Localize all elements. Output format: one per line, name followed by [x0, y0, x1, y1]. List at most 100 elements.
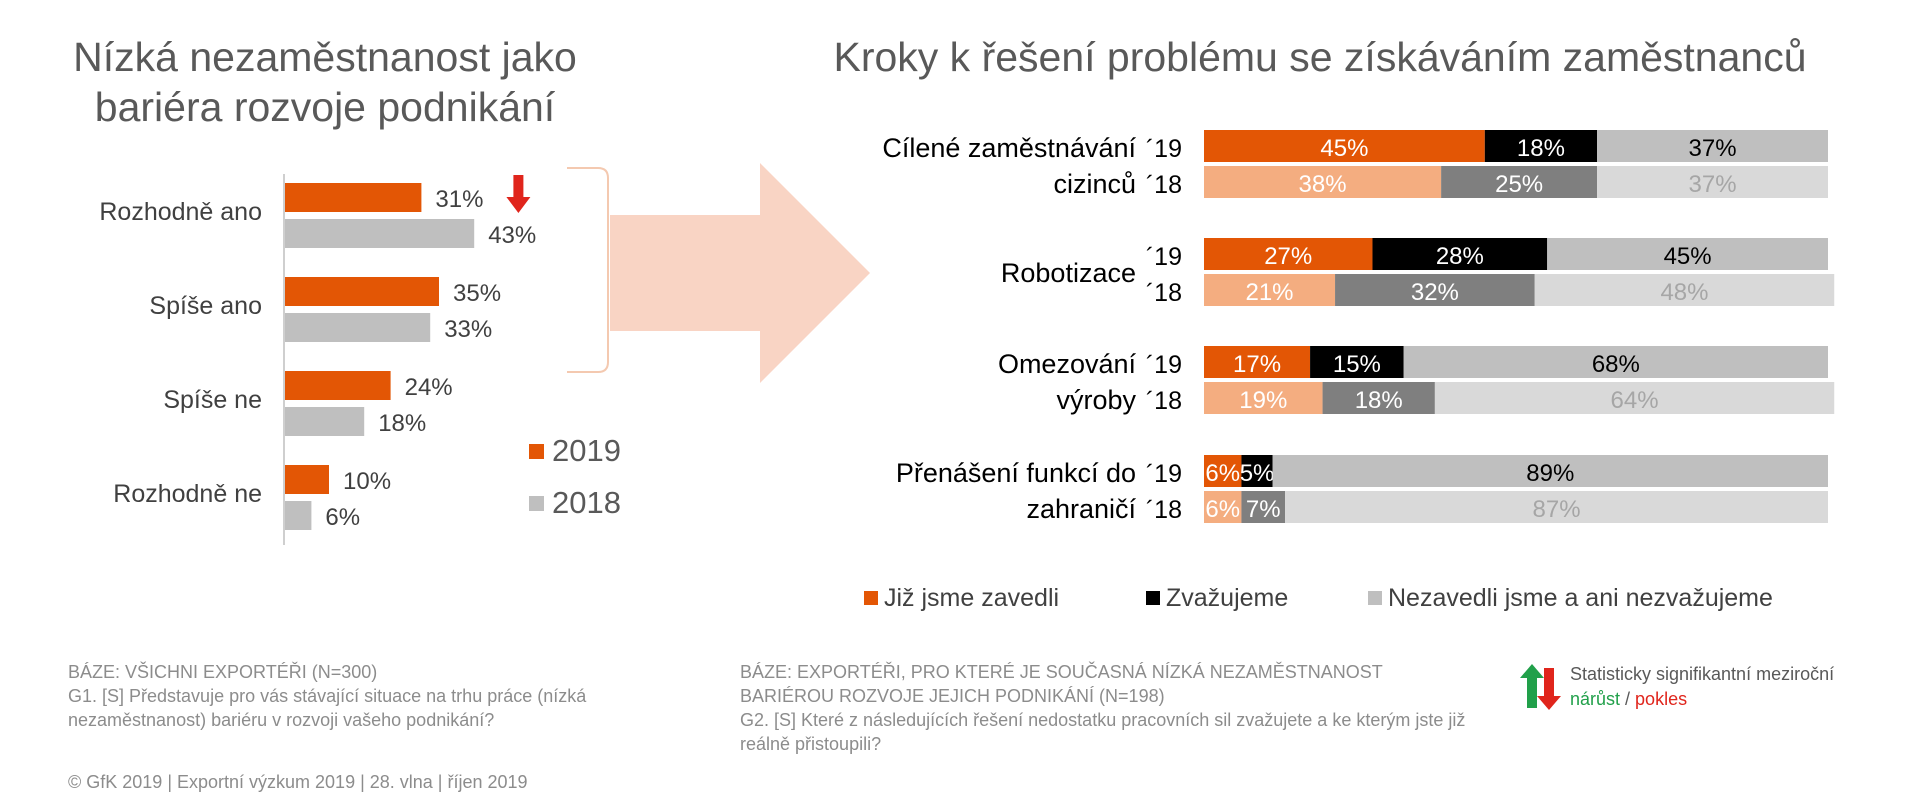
left-bars-group: Rozhodně ano 31%43% Spíše ano 35% 33% Spíše n…	[99, 175, 536, 531]
stacked-segment	[1204, 382, 1323, 414]
stacked-data-label: 38%	[1299, 171, 1347, 198]
significance-up-label: nárůst	[1570, 689, 1621, 709]
significant-decrease-arrow-icon	[506, 175, 531, 213]
left-data-label: 24%	[405, 374, 453, 401]
stacked-segment	[1547, 238, 1828, 270]
stacked-segment	[1403, 346, 1828, 378]
stacked-segment	[1204, 130, 1485, 162]
left-data-label: 35%	[453, 280, 501, 307]
stacked-data-label: 45%	[1664, 243, 1712, 270]
left-category-label: Rozhodně ano	[99, 198, 262, 226]
significant-increase-arrow-icon	[1520, 664, 1544, 708]
stacked-segment	[1204, 274, 1336, 306]
stacked-data-label: 64%	[1611, 387, 1659, 414]
question-left: G1. [S] Představuje pro vás stávající si…	[68, 686, 587, 730]
year-label: ´18	[1146, 171, 1182, 199]
right-bars-group: 45% 18% 37% ´19 38% 25% 37% ´18 Cílené zaměstnáv…	[882, 130, 1835, 524]
legend-swatch	[529, 496, 544, 511]
significance-text: Statisticky signifikantní meziroční	[1570, 664, 1835, 684]
charts-canvas: Rozhodně ano 31%43% Spíše ano 35% 33% Spíše n…	[99, 130, 1835, 612]
stacked-segment	[1597, 166, 1828, 198]
question-middle: G2. [S] Které z následujících řešení ned…	[740, 710, 1466, 754]
stacked-segment	[1441, 166, 1598, 198]
bracket	[567, 167, 609, 373]
left-data-label: 33%	[444, 316, 492, 343]
legend-swatch	[864, 591, 878, 605]
left-bar-2018	[285, 501, 312, 530]
stacked-data-label: 37%	[1689, 171, 1737, 198]
stacked-data-label: 6%	[1205, 496, 1240, 523]
legend-swatch	[1146, 591, 1160, 605]
left-data-label: 43%	[488, 222, 536, 249]
stacked-segment	[1285, 491, 1828, 523]
significance-legend: Statisticky signifikantní meziroční nárů…	[1570, 662, 1870, 712]
stacked-data-label: 7%	[1246, 496, 1281, 523]
stacked-segment	[1434, 382, 1835, 414]
left-bar-2019	[285, 465, 329, 494]
left-data-label: 6%	[325, 504, 360, 531]
stacked-segment	[1372, 238, 1548, 270]
transition-arrow	[610, 163, 870, 383]
left-data-label: 18%	[378, 410, 426, 437]
right-category-label: Omezování	[998, 349, 1137, 379]
stacked-data-label: 5%	[1240, 460, 1275, 487]
left-data-label: 10%	[343, 468, 391, 495]
stacked-segment	[1204, 455, 1242, 487]
left-chart-title: Nízká nezaměstnanost jako bariéra rozvoj…	[73, 34, 577, 130]
left-bar-2018	[285, 219, 475, 248]
significance-down-label: pokles	[1635, 689, 1688, 709]
year-label: ´18	[1146, 496, 1182, 524]
stacked-segment	[1335, 274, 1535, 306]
right-category-label: Přenášení funkcí do	[896, 458, 1136, 488]
stacked-data-label: 6%	[1205, 460, 1240, 487]
stacked-segment	[1241, 455, 1273, 487]
stacked-data-label: 32%	[1411, 279, 1459, 306]
stacked-data-label: 28%	[1436, 243, 1484, 270]
stacked-segment	[1310, 346, 1404, 378]
base-left: BÁZE: VŠICHNI EXPORTÉŘI (N=300)	[68, 662, 378, 682]
footnote-middle: BÁZE: EXPORTÉŘI, PRO KTERÉ JE SOUČASNÁ N…	[740, 660, 1470, 756]
stacked-segment	[1597, 130, 1828, 162]
year-label: ´19	[1146, 243, 1182, 271]
stacked-segment	[1241, 491, 1286, 523]
year-label: ´19	[1146, 351, 1182, 379]
left-data-label: 31%	[435, 186, 483, 213]
legend-label: Již jsme zavedli	[884, 584, 1059, 612]
stacked-segment	[1204, 491, 1242, 523]
left-bar-2019	[285, 277, 439, 306]
base-middle: BÁZE: EXPORTÉŘI, PRO KTERÉ JE SOUČASNÁ N…	[740, 662, 1383, 706]
stacked-data-label: 18%	[1517, 135, 1565, 162]
left-bar-2018	[285, 313, 431, 342]
left-category-label: Spíše ano	[149, 292, 262, 320]
stacked-data-label: 27%	[1264, 243, 1312, 270]
stacked-data-label: 89%	[1526, 460, 1574, 487]
significance-arrows-icon	[1520, 664, 1561, 710]
legend-label: Zvažujeme	[1166, 584, 1288, 612]
right-chart-title: Kroky k řešení problému se získáváním za…	[833, 34, 1807, 80]
stacked-data-label: 25%	[1495, 171, 1543, 198]
stacked-data-label: 19%	[1239, 387, 1287, 414]
significant-decrease-arrow-icon	[1537, 668, 1561, 710]
left-category-label: Rozhodně ne	[113, 480, 262, 508]
stacked-data-label: 21%	[1245, 279, 1293, 306]
stacked-data-label: 45%	[1320, 135, 1368, 162]
legends-group: 2019 2018 Již jsme zavedli Zvažujeme Nezaved…	[529, 433, 1773, 612]
stacked-segment	[1272, 455, 1828, 487]
significance-separator: /	[1620, 689, 1636, 709]
legend-label: 2018	[552, 485, 621, 520]
stacked-data-label: 48%	[1660, 279, 1708, 306]
stacked-segment	[1534, 274, 1835, 306]
year-label: ´19	[1146, 135, 1182, 163]
right-category-label: zahraničí	[1026, 494, 1136, 524]
right-category-label: výroby	[1056, 385, 1136, 415]
left-bar-2019	[285, 371, 391, 400]
copyright: © GfK 2019 | Exportní výzkum 2019 | 28. …	[68, 772, 528, 792]
year-label: ´18	[1146, 387, 1182, 415]
stacked-segment	[1204, 238, 1373, 270]
stacked-data-label: 15%	[1333, 351, 1381, 378]
stacked-data-label: 68%	[1592, 351, 1640, 378]
footnote-left: BÁZE: VŠICHNI EXPORTÉŘI (N=300) G1. [S] …	[68, 660, 708, 732]
right-category-label: cizinců	[1053, 169, 1136, 199]
stacked-segment	[1322, 382, 1435, 414]
left-bar-2018	[285, 407, 365, 436]
